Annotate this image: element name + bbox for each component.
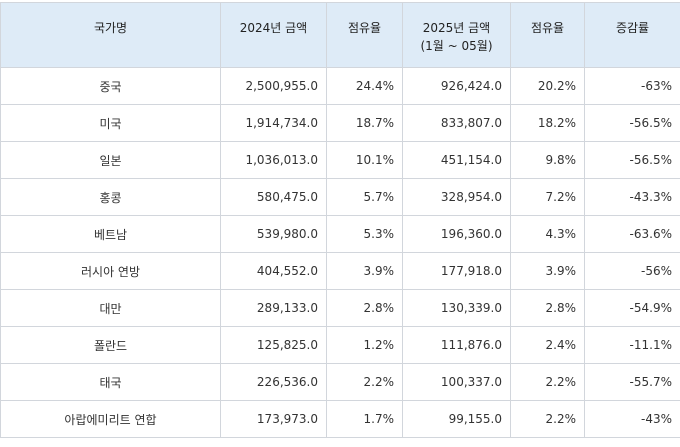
cell-amount-2024: 1,036,013.0 — [220, 141, 327, 179]
cell-share-2025: 2.4% — [510, 326, 585, 364]
cell-share-2024: 1.7% — [326, 400, 403, 438]
table-row: 러시아 연방 404,552.0 3.9% 177,918.0 3.9% -56% — [0, 252, 680, 290]
cell-country: 미국 — [0, 104, 221, 142]
cell-amount-2024: 539,980.0 — [220, 215, 327, 253]
cell-share-2024: 3.9% — [326, 252, 403, 290]
cell-amount-2025: 130,339.0 — [402, 289, 511, 327]
cell-share-2024: 2.8% — [326, 289, 403, 327]
cell-share-2025: 2.2% — [510, 363, 585, 401]
header-share-2024: 점유율 — [326, 2, 403, 68]
cell-amount-2025: 328,954.0 — [402, 178, 511, 216]
cell-share-2025: 20.2% — [510, 67, 585, 105]
cell-change-rate: -63% — [584, 67, 680, 105]
cell-share-2025: 3.9% — [510, 252, 585, 290]
cell-amount-2024: 2,500,955.0 — [220, 67, 327, 105]
header-share-2025: 점유율 — [510, 2, 585, 68]
cell-change-rate: -54.9% — [584, 289, 680, 327]
cell-country: 홍콩 — [0, 178, 221, 216]
cell-share-2024: 10.1% — [326, 141, 403, 179]
table-row: 미국 1,914,734.0 18.7% 833,807.0 18.2% -56.5% — [0, 104, 680, 142]
cell-change-rate: -43% — [584, 400, 680, 438]
cell-amount-2024: 1,914,734.0 — [220, 104, 327, 142]
table-header: 국가명 2024년 금액 점유율 2025년 금액 (1월 ~ 05월) 점유율… — [0, 2, 680, 68]
cell-amount-2024: 289,133.0 — [220, 289, 327, 327]
table-row: 폴란드 125,825.0 1.2% 111,876.0 2.4% -11.1% — [0, 326, 680, 364]
header-amount-2025: 2025년 금액 (1월 ~ 05월) — [402, 2, 511, 68]
cell-change-rate: -43.3% — [584, 178, 680, 216]
cell-change-rate: -55.7% — [584, 363, 680, 401]
cell-share-2024: 5.3% — [326, 215, 403, 253]
cell-country: 아랍에미리트 연합 — [0, 400, 221, 438]
cell-amount-2025: 100,337.0 — [402, 363, 511, 401]
cell-change-rate: -63.6% — [584, 215, 680, 253]
header-country: 국가명 — [0, 2, 221, 68]
cell-country: 대만 — [0, 289, 221, 327]
cell-amount-2024: 404,552.0 — [220, 252, 327, 290]
cell-share-2024: 2.2% — [326, 363, 403, 401]
cell-amount-2025: 451,154.0 — [402, 141, 511, 179]
cell-amount-2025: 833,807.0 — [402, 104, 511, 142]
cell-amount-2025: 111,876.0 — [402, 326, 511, 364]
cell-change-rate: -56.5% — [584, 141, 680, 179]
cell-amount-2024: 125,825.0 — [220, 326, 327, 364]
cell-country: 베트남 — [0, 215, 221, 253]
cell-share-2024: 18.7% — [326, 104, 403, 142]
cell-amount-2024: 580,475.0 — [220, 178, 327, 216]
cell-country: 러시아 연방 — [0, 252, 221, 290]
export-table: 국가명 2024년 금액 점유율 2025년 금액 (1월 ~ 05월) 점유율… — [0, 2, 680, 438]
table-body: 중국 2,500,955.0 24.4% 926,424.0 20.2% -63% 미국 1,… — [0, 67, 680, 438]
cell-share-2024: 1.2% — [326, 326, 403, 364]
cell-amount-2025: 177,918.0 — [402, 252, 511, 290]
table-row: 홍콩 580,475.0 5.7% 328,954.0 7.2% -43.3% — [0, 178, 680, 216]
cell-country: 중국 — [0, 67, 221, 105]
cell-amount-2025: 926,424.0 — [402, 67, 511, 105]
cell-change-rate: -56% — [584, 252, 680, 290]
cell-share-2025: 4.3% — [510, 215, 585, 253]
table-row: 아랍에미리트 연합 173,973.0 1.7% 99,155.0 2.2% -43% — [0, 400, 680, 438]
cell-share-2025: 18.2% — [510, 104, 585, 142]
cell-amount-2025: 99,155.0 — [402, 400, 511, 438]
table-row: 태국 226,536.0 2.2% 100,337.0 2.2% -55.7% — [0, 363, 680, 401]
cell-share-2025: 9.8% — [510, 141, 585, 179]
cell-country: 폴란드 — [0, 326, 221, 364]
header-amount-2024: 2024년 금액 — [220, 2, 327, 68]
cell-country: 태국 — [0, 363, 221, 401]
cell-share-2025: 7.2% — [510, 178, 585, 216]
header-amount-2025-line1: 2025년 금액 — [422, 21, 491, 35]
table-row: 대만 289,133.0 2.8% 130,339.0 2.8% -54.9% — [0, 289, 680, 327]
cell-amount-2024: 173,973.0 — [220, 400, 327, 438]
cell-share-2024: 24.4% — [326, 67, 403, 105]
cell-change-rate: -11.1% — [584, 326, 680, 364]
table-row: 베트남 539,980.0 5.3% 196,360.0 4.3% -63.6% — [0, 215, 680, 253]
header-amount-2025-line2: (1월 ~ 05월) — [420, 39, 493, 53]
cell-share-2025: 2.2% — [510, 400, 585, 438]
cell-change-rate: -56.5% — [584, 104, 680, 142]
cell-amount-2025: 196,360.0 — [402, 215, 511, 253]
table-row: 중국 2,500,955.0 24.4% 926,424.0 20.2% -63% — [0, 67, 680, 105]
header-change-rate: 증감률 — [584, 2, 680, 68]
cell-share-2025: 2.8% — [510, 289, 585, 327]
table-row: 일본 1,036,013.0 10.1% 451,154.0 9.8% -56.5% — [0, 141, 680, 179]
cell-country: 일본 — [0, 141, 221, 179]
cell-amount-2024: 226,536.0 — [220, 363, 327, 401]
cell-share-2024: 5.7% — [326, 178, 403, 216]
